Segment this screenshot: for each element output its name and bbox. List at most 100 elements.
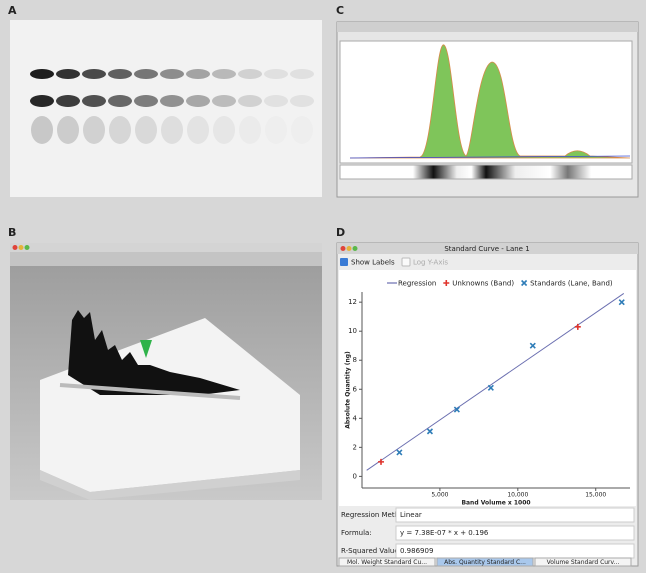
x-axis-label: Band Volume x 1000: [461, 500, 530, 507]
y-tick-label: 4: [353, 414, 358, 422]
band: [264, 69, 288, 79]
tab-label[interactable]: Mol. Weight Standard Cu...: [347, 559, 427, 566]
window-button[interactable]: [12, 245, 18, 250]
chart-area: [339, 270, 636, 506]
regression-line: [366, 293, 625, 471]
lane-strip: [339, 164, 633, 180]
x-tick-label: 15,000: [585, 492, 606, 499]
unknown-point: [574, 323, 581, 330]
x-tick-label: 5,000: [431, 492, 448, 499]
band: [212, 95, 236, 107]
smear: [31, 116, 53, 144]
band: [212, 69, 236, 79]
band: [238, 69, 262, 79]
standard-point: [529, 342, 536, 349]
title-bar: [337, 243, 638, 254]
window-button[interactable]: [24, 245, 30, 250]
field-box: [395, 525, 635, 541]
band: [290, 69, 314, 79]
smear: [83, 116, 105, 144]
panel-label: D: [336, 226, 345, 239]
toolbar: [337, 22, 638, 32]
band: [238, 95, 262, 107]
band: [56, 69, 80, 79]
field-value: y = 7.38E-07 * x + 0.196: [400, 529, 489, 537]
legend-label: Unknowns (Band): [452, 280, 514, 288]
field-label: R-Squared Value: [341, 547, 399, 555]
standard-point: [426, 428, 434, 435]
smear: [213, 116, 235, 144]
y-axis-label: Absolute Quantity (ng): [345, 351, 352, 429]
smear: [239, 116, 261, 144]
field-label: Regression Method:: [341, 511, 410, 519]
baseline: [349, 155, 631, 159]
band: [30, 95, 54, 107]
smear: [135, 116, 157, 144]
smear: [187, 116, 209, 144]
marker: [140, 340, 152, 358]
y-tick-label: 6: [353, 385, 358, 393]
field-box: [395, 507, 635, 523]
band: [290, 95, 314, 107]
legend-marker: [443, 280, 450, 286]
band: [134, 69, 158, 79]
3d-view: [10, 243, 322, 500]
standard-point: [618, 299, 625, 306]
band: [160, 69, 184, 79]
title-bar: [10, 243, 322, 252]
tab-label[interactable]: Volume Standard Curv...: [547, 559, 620, 566]
legend-label: Regression: [398, 280, 436, 288]
tab-label[interactable]: Abs. Quantity Standard C...: [444, 559, 526, 566]
window-button[interactable]: [346, 246, 352, 251]
peaks: [68, 310, 240, 395]
checkbox[interactable]: [401, 257, 411, 267]
smear: [161, 116, 183, 144]
tab[interactable]: [436, 557, 534, 567]
checkbox-label[interactable]: Show Labels: [351, 259, 395, 267]
standard-point: [396, 449, 403, 456]
y-tick-label: 12: [348, 298, 357, 306]
smear: [265, 116, 287, 144]
x-tick-label: 10,000: [507, 492, 528, 499]
legend-label: Standards (Lane, Band): [530, 280, 613, 288]
toolbar: [10, 252, 322, 266]
checkbox[interactable]: [340, 258, 348, 266]
band: [160, 95, 184, 107]
band: [134, 95, 158, 107]
field-value: 0.986909: [400, 547, 433, 555]
panel-label: A: [8, 4, 17, 17]
panel-label: B: [8, 226, 16, 239]
band: [186, 95, 210, 107]
tab[interactable]: [338, 557, 436, 567]
window-button[interactable]: [18, 245, 24, 250]
field-value: Linear: [400, 511, 422, 519]
smear: [57, 116, 79, 144]
smear: [109, 116, 131, 144]
y-tick-label: 0: [353, 472, 357, 480]
y-tick-label: 8: [353, 356, 357, 364]
profile-peaks: [349, 44, 631, 159]
band: [82, 69, 106, 79]
field-label: Formula:: [341, 529, 372, 537]
window-button[interactable]: [340, 246, 346, 251]
unknown-point: [378, 458, 385, 465]
checkbox-label[interactable]: Log Y-Axis: [413, 259, 448, 267]
band: [108, 69, 132, 79]
gel-background: [10, 20, 322, 197]
window-button[interactable]: [352, 246, 358, 251]
slab-edge: [40, 470, 300, 500]
band: [264, 95, 288, 107]
panel-label: C: [336, 4, 344, 17]
band: [186, 69, 210, 79]
y-tick-label: 10: [348, 327, 357, 335]
standard-point: [487, 384, 494, 391]
profile-window: [336, 21, 639, 198]
y-tick-label: 2: [353, 443, 357, 451]
band: [30, 69, 54, 79]
band: [82, 95, 106, 107]
band-shadow: [59, 383, 241, 400]
smear: [291, 116, 313, 144]
tab[interactable]: [534, 557, 632, 567]
